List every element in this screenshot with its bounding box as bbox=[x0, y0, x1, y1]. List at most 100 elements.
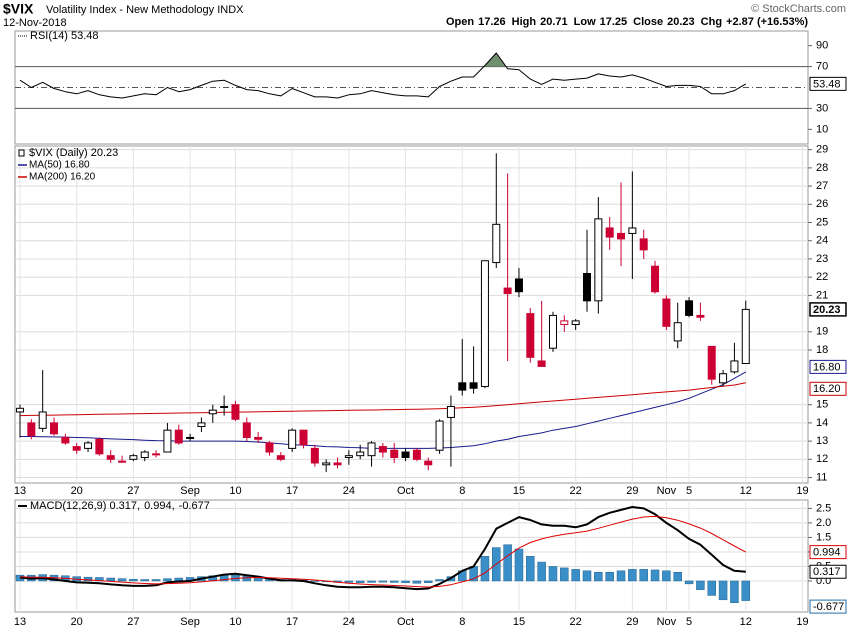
candle-body bbox=[367, 442, 376, 457]
candle-body bbox=[322, 462, 331, 466]
histogram-bar bbox=[435, 579, 444, 582]
histogram-bar bbox=[503, 544, 512, 582]
rsi-line bbox=[19, 52, 747, 99]
candle-body bbox=[106, 455, 115, 460]
macd-line bbox=[19, 506, 746, 591]
y-tick-label: 15 bbox=[816, 399, 828, 411]
x-tick-label: 10 bbox=[229, 616, 241, 628]
candle-body bbox=[435, 420, 444, 451]
x-tick-label: 22 bbox=[570, 485, 582, 497]
legend-label: -0.677 bbox=[179, 500, 210, 512]
candle-body bbox=[344, 455, 353, 458]
histogram-bar bbox=[526, 556, 535, 582]
panel-legend: RSI(14) 53.48 bbox=[30, 30, 98, 42]
histogram-bar bbox=[548, 566, 558, 582]
histogram-bar bbox=[582, 570, 592, 582]
value-badge bbox=[809, 302, 847, 317]
y-tick-label: 22 bbox=[816, 271, 828, 283]
x-tick-label: 13 bbox=[14, 485, 26, 497]
x-tick-label: 15 bbox=[513, 485, 525, 497]
value-badge bbox=[809, 359, 847, 374]
histogram-bar bbox=[662, 570, 671, 582]
histogram-bar bbox=[594, 571, 603, 582]
histogram-bar bbox=[423, 580, 433, 583]
quote-label: Close bbox=[633, 16, 663, 28]
histogram-bar bbox=[151, 579, 161, 582]
x-tick-label: 24 bbox=[343, 616, 355, 628]
x-tick-label: Sep bbox=[180, 616, 200, 628]
legend-label: MA(50) 16.80 bbox=[29, 160, 90, 171]
value-badge bbox=[809, 564, 847, 579]
quote-value: 20.23 bbox=[667, 16, 695, 28]
x-tick-label: Oct bbox=[397, 485, 414, 497]
histogram-bar bbox=[741, 580, 751, 601]
candle-body bbox=[526, 313, 535, 358]
candle-body bbox=[548, 314, 557, 349]
candle-body bbox=[605, 227, 614, 238]
histogram-bar bbox=[560, 567, 569, 582]
histogram-bar bbox=[310, 580, 320, 582]
candle-body bbox=[730, 360, 739, 373]
candle-body bbox=[480, 260, 489, 387]
histogram-bar bbox=[639, 569, 648, 582]
candle-body bbox=[401, 451, 410, 458]
histogram-bar bbox=[163, 578, 172, 582]
histogram-bar bbox=[718, 580, 728, 601]
chart-date: 12-Nov-2018 bbox=[3, 17, 67, 29]
candle-body bbox=[265, 442, 274, 453]
histogram-bar bbox=[730, 580, 739, 603]
quote-label: Open bbox=[446, 16, 474, 28]
candle-body bbox=[469, 382, 478, 389]
histogram-bar bbox=[480, 556, 490, 582]
legend-label: MACD(12,26,9) 0.317, bbox=[30, 500, 140, 512]
histogram-bar bbox=[401, 580, 410, 583]
candle-body bbox=[95, 438, 104, 455]
rsi-overbought-fill bbox=[483, 53, 507, 67]
y-tick-label: 19 bbox=[816, 326, 828, 338]
candle-body bbox=[707, 345, 716, 380]
value-badge bbox=[809, 76, 847, 91]
candle-body bbox=[118, 460, 127, 463]
quote-label: Chg bbox=[701, 16, 722, 28]
candle-body bbox=[72, 446, 81, 451]
y-tick-label: 13 bbox=[816, 435, 828, 447]
value-badge-label: 0.317 bbox=[813, 566, 841, 578]
quote-value: 17.25 bbox=[600, 16, 628, 28]
x-tick-label: Nov bbox=[657, 485, 677, 497]
x-tick-label: Oct bbox=[397, 616, 414, 628]
candle-body bbox=[208, 409, 217, 415]
candle-body bbox=[333, 462, 342, 466]
x-tick-label: 17 bbox=[286, 485, 298, 497]
histogram-bar bbox=[616, 570, 626, 582]
histogram-bar bbox=[707, 580, 716, 596]
y-tick-label: 2.0 bbox=[816, 517, 831, 529]
value-badge-label: 20.23 bbox=[813, 304, 841, 316]
macd-line bbox=[19, 515, 747, 588]
y-tick-label: 21 bbox=[816, 289, 828, 301]
candle-body bbox=[662, 298, 671, 327]
histogram-bar bbox=[514, 548, 524, 582]
x-tick-label: 29 bbox=[626, 616, 638, 628]
x-tick-label: 29 bbox=[626, 485, 638, 497]
candle-body bbox=[685, 300, 694, 316]
x-tick-label: 5 bbox=[686, 485, 692, 497]
candle-body bbox=[560, 320, 569, 326]
histogram-bar bbox=[140, 579, 149, 582]
y-tick-label: 26 bbox=[816, 198, 828, 210]
histogram-bar bbox=[650, 569, 660, 582]
histogram-bar bbox=[378, 580, 388, 583]
candle-body bbox=[446, 405, 455, 418]
x-tick-label: Nov bbox=[657, 616, 677, 628]
x-tick-label: 5 bbox=[686, 616, 692, 628]
y-tick-label: 27 bbox=[816, 180, 828, 192]
histogram-bar bbox=[367, 580, 376, 583]
x-tick-label: 20 bbox=[71, 485, 83, 497]
quote-label: High bbox=[512, 16, 537, 28]
candle-body bbox=[412, 449, 421, 460]
x-tick-label: 27 bbox=[127, 485, 139, 497]
candle-body bbox=[174, 429, 183, 444]
value-badge bbox=[809, 599, 847, 614]
candle-body bbox=[741, 308, 750, 365]
candle-body bbox=[197, 422, 206, 428]
